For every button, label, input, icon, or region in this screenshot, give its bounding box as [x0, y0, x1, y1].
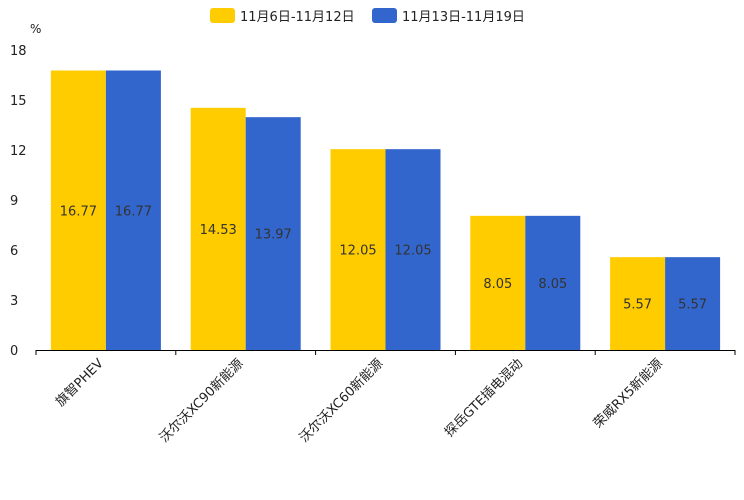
data-label: 8.05: [538, 277, 567, 292]
x-axis: 旗智PHEV 沃尔沃XC90新能源 沃尔沃XC60新能源 探岳GTE插电混动 荣威RX5…: [35, 350, 736, 446]
y-tick-label: 3: [10, 294, 18, 309]
x-tick-label: 沃尔沃XC60新能源: [296, 356, 386, 446]
x-tick-label: 荣威RX5新能源: [590, 356, 666, 432]
bars: [50, 70, 721, 351]
bar-series-1: [610, 257, 666, 350]
bar-series-1: [470, 215, 526, 350]
x-tick-label: 沃尔沃XC90新能源: [156, 356, 246, 446]
data-label: 12.05: [394, 244, 431, 259]
bar-series-1: [50, 70, 106, 350]
legend-swatch-series-1: [210, 8, 235, 23]
data-label: 5.57: [678, 298, 707, 313]
y-tick-label: 15: [10, 94, 27, 109]
bar-series-1: [330, 149, 386, 350]
y-tick-label: 0: [10, 344, 18, 359]
y-axis-unit: %: [30, 22, 41, 36]
legend-label-series-1: 11月6日-11月12日: [240, 10, 355, 25]
data-label: 16.77: [115, 204, 152, 219]
bar-series-2: [105, 70, 161, 350]
x-tick-label: 旗智PHEV: [52, 355, 106, 409]
legend-swatch-series-2: [372, 8, 397, 23]
bar-series-1: [190, 107, 246, 350]
bar-series-2: [385, 149, 441, 350]
data-label: 5.57: [623, 298, 652, 313]
data-label: 13.97: [255, 228, 292, 243]
x-tick-label: 探岳GTE插电混动: [442, 356, 526, 440]
y-axis: 0 3 6 9 12 15 18: [10, 44, 27, 359]
legend-label-series-2: 11月13日-11月19日: [402, 10, 525, 25]
data-label: 8.05: [483, 277, 512, 292]
data-label: 14.53: [200, 223, 237, 238]
y-tick-label: 18: [10, 44, 27, 59]
data-label: 12.05: [339, 244, 376, 259]
bar-series-2: [525, 215, 581, 350]
y-tick-label: 12: [10, 144, 27, 159]
legend: 11月6日-11月12日 11月13日-11月19日: [210, 8, 525, 25]
data-label: 16.77: [60, 204, 97, 219]
y-tick-label: 6: [10, 244, 18, 259]
data-labels: 16.77 16.77 14.53 13.97 12.05 12.05 8.05 8.05 5.…: [60, 204, 707, 312]
y-tick-label: 9: [10, 194, 18, 209]
bar-series-2: [245, 117, 301, 351]
bar-series-2: [665, 257, 721, 350]
